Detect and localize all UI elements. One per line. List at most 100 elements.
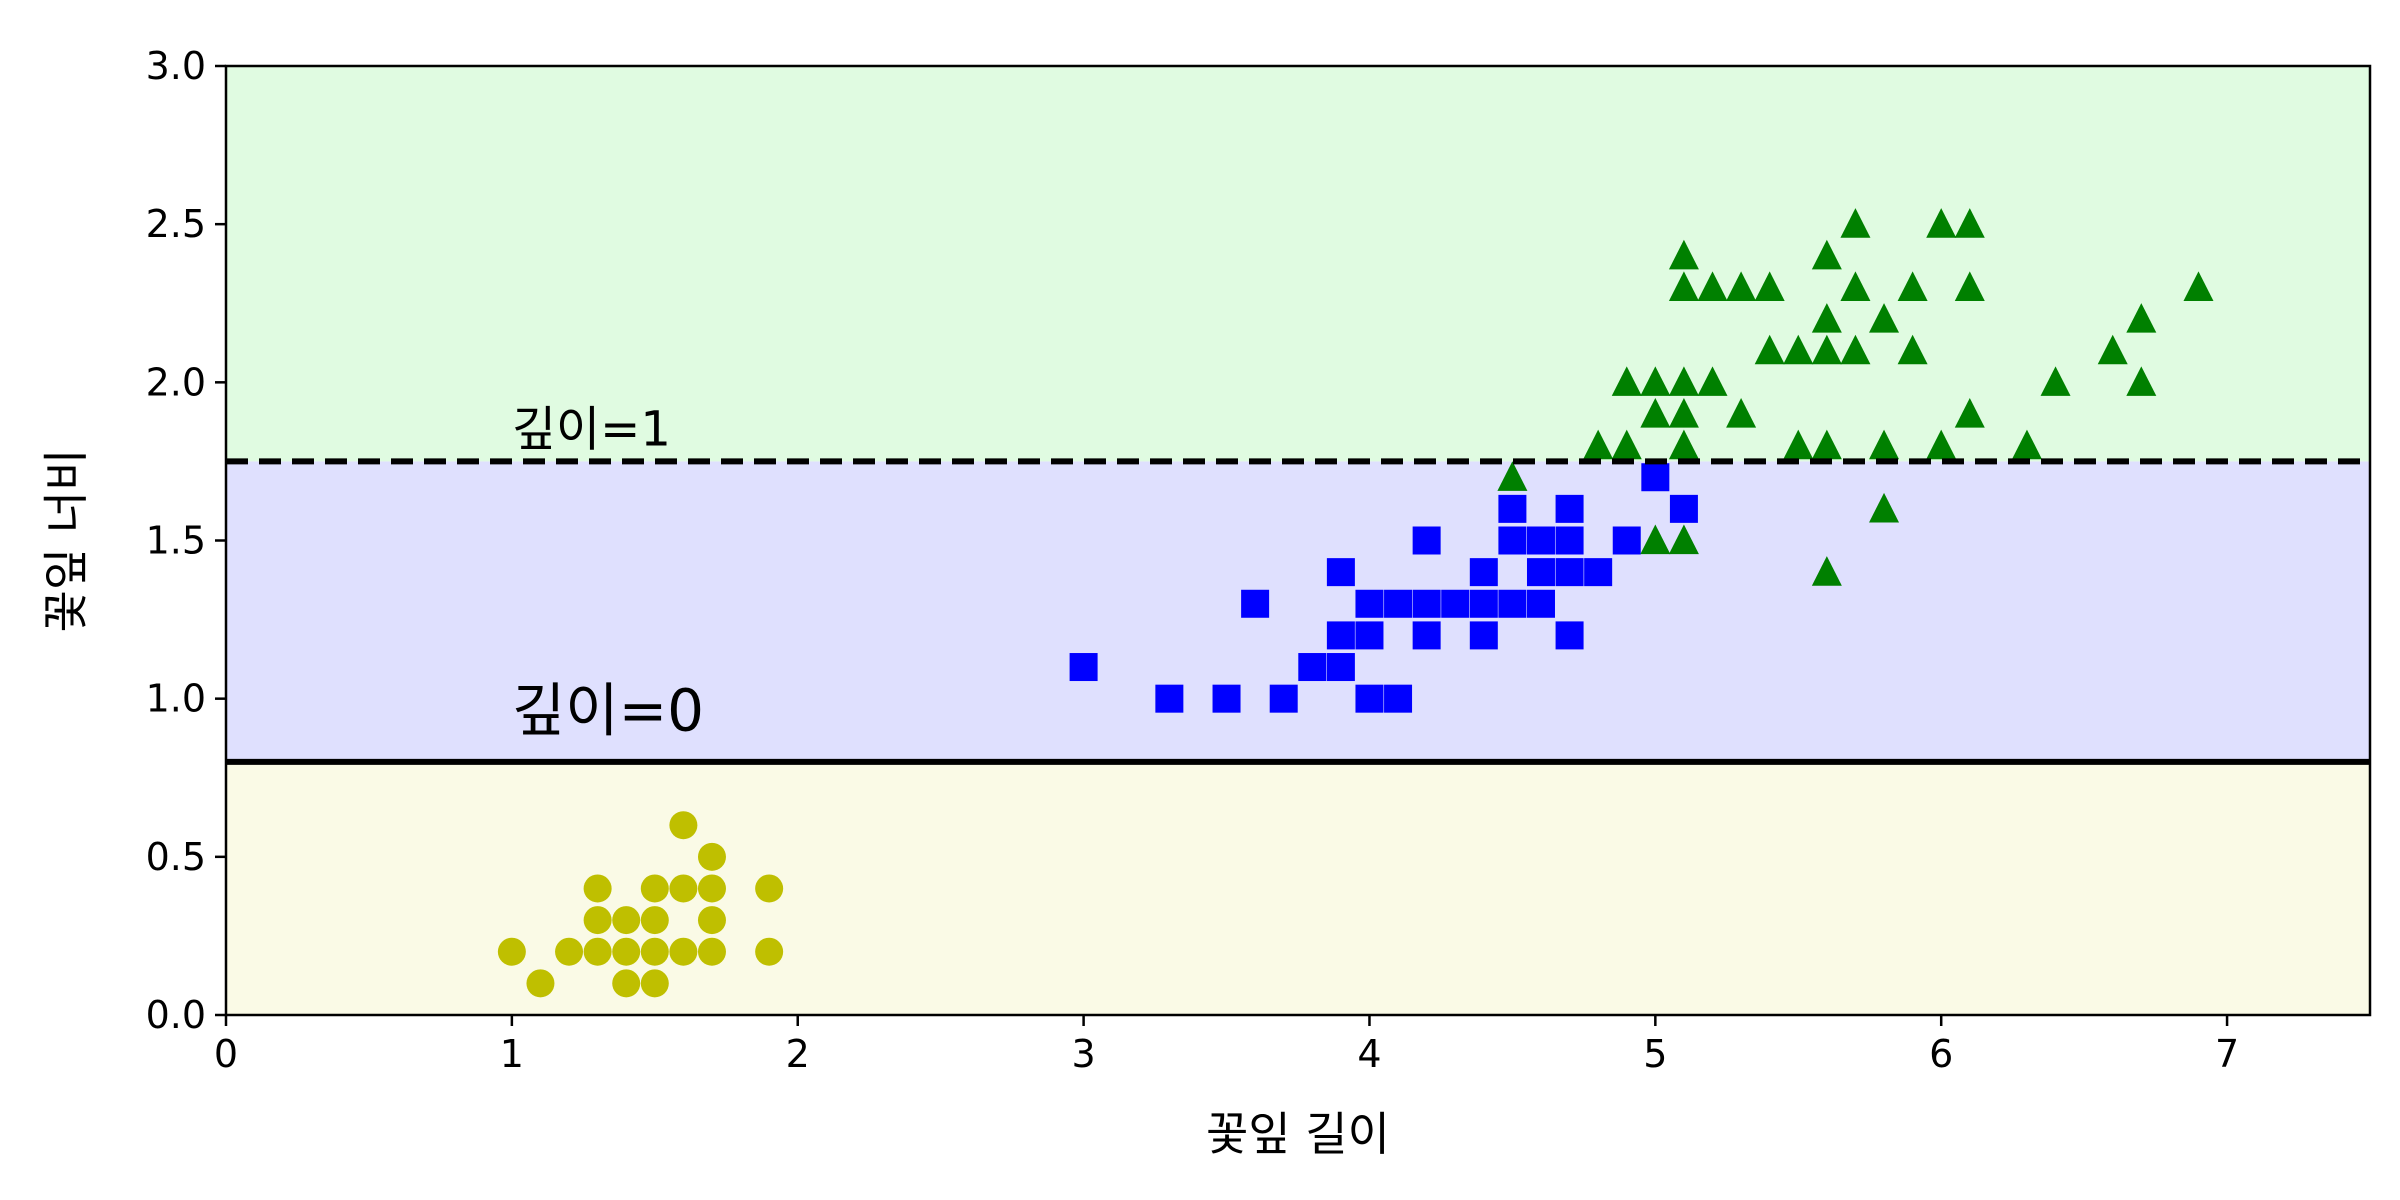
data-point-triangle-41 — [2097, 334, 2128, 365]
data-point-triangle-20 — [1783, 334, 1814, 365]
data-point-circle-2 — [555, 937, 584, 966]
data-point-triangle-17 — [1754, 334, 1785, 365]
data-point-circle-0 — [497, 937, 526, 966]
data-point-triangle-3 — [1611, 366, 1642, 396]
data-point-triangle-34 — [1926, 429, 1957, 460]
x-axis-ticks: 0 1 2 3 4 5 6 7 — [214, 1015, 2239, 1076]
data-point-circle-21 — [755, 937, 784, 966]
data-point-square-22 — [1498, 526, 1527, 555]
data-point-triangle-4 — [1640, 524, 1671, 555]
data-point-triangle-5 — [1640, 397, 1671, 428]
x-axis-title: 꽃잎 길이 — [1206, 1107, 1390, 1161]
data-point-triangle-42 — [2126, 366, 2157, 396]
data-point-triangle-24 — [1811, 303, 1842, 333]
data-point-circle-3 — [583, 874, 612, 903]
data-point-square-25 — [1526, 558, 1555, 587]
data-point-square-31 — [1584, 558, 1613, 587]
data-point-square-2 — [1212, 684, 1241, 713]
data-point-square-15 — [1412, 589, 1441, 618]
data-point-triangle-23 — [1811, 334, 1842, 365]
data-point-circle-4 — [583, 906, 612, 935]
data-point-triangle-10 — [1668, 366, 1699, 396]
data-point-triangle-15 — [1726, 397, 1757, 428]
decision-regions — [226, 66, 2370, 1015]
data-point-circle-13 — [669, 811, 698, 840]
data-point-triangle-1 — [1583, 429, 1614, 460]
data-point-circle-14 — [669, 874, 698, 903]
data-point-square-21 — [1498, 589, 1527, 618]
data-point-triangle-16 — [1726, 271, 1757, 302]
data-point-triangle-32 — [1897, 334, 1928, 365]
data-point-triangle-12 — [1668, 239, 1699, 270]
depth-annotation-0: 깊이=0 — [512, 676, 704, 744]
data-point-square-6 — [1326, 653, 1355, 682]
x-tick-label: 3 — [1072, 1032, 1096, 1076]
data-point-circle-12 — [640, 969, 669, 998]
data-point-square-10 — [1355, 621, 1384, 650]
data-point-square-0 — [1069, 653, 1098, 682]
data-point-square-9 — [1355, 684, 1384, 713]
data-point-square-4 — [1269, 684, 1298, 713]
data-point-square-18 — [1469, 621, 1498, 650]
decision-region-0 — [226, 761, 2370, 1015]
data-point-square-16 — [1412, 526, 1441, 555]
x-tick-label: 6 — [1929, 1032, 1953, 1076]
x-tick-label: 1 — [500, 1032, 524, 1076]
data-point-square-14 — [1412, 621, 1441, 650]
data-point-triangle-30 — [1869, 429, 1900, 460]
data-point-triangle-43 — [2126, 303, 2157, 333]
data-point-triangle-13 — [1697, 366, 1728, 396]
data-point-circle-5 — [583, 937, 612, 966]
data-point-square-1 — [1155, 684, 1184, 713]
data-point-triangle-2 — [1611, 429, 1642, 460]
data-point-triangle-37 — [1954, 271, 1985, 302]
data-point-square-29 — [1555, 526, 1584, 555]
data-point-circle-19 — [697, 937, 726, 966]
data-point-triangle-31 — [1869, 303, 1900, 333]
y-tick-label: 0.0 — [146, 993, 206, 1037]
data-point-circle-15 — [669, 937, 698, 966]
data-point-circle-18 — [697, 906, 726, 935]
y-axis-ticks: 0.0 0.5 1.0 1.5 2.0 2.5 3.0 — [146, 44, 226, 1037]
y-tick-label: 0.5 — [146, 835, 206, 879]
data-point-triangle-29 — [1869, 492, 1900, 523]
data-point-square-19 — [1469, 589, 1498, 618]
data-point-triangle-25 — [1811, 239, 1842, 270]
data-point-triangle-36 — [1954, 397, 1985, 428]
x-tick-label: 5 — [1643, 1032, 1667, 1076]
data-point-circle-1 — [526, 969, 555, 998]
y-tick-label: 2.0 — [146, 360, 206, 404]
decision-region-2 — [226, 66, 2370, 462]
data-point-square-3 — [1241, 589, 1270, 618]
data-point-triangle-7 — [1668, 524, 1699, 555]
data-point-triangle-35 — [1926, 208, 1957, 238]
data-point-triangle-14 — [1697, 271, 1728, 302]
x-tick-label: 0 — [214, 1032, 238, 1076]
data-point-square-5 — [1298, 653, 1327, 682]
y-tick-label: 2.5 — [146, 202, 206, 246]
data-point-circle-11 — [640, 937, 669, 966]
data-point-square-32 — [1612, 526, 1641, 555]
data-point-triangle-11 — [1668, 271, 1699, 302]
data-point-triangle-27 — [1840, 271, 1871, 302]
y-axis-title: 꽃잎 너비 — [39, 449, 93, 633]
y-tick-label: 3.0 — [146, 44, 206, 88]
data-point-square-7 — [1326, 621, 1355, 650]
threshold-lines — [226, 458, 2370, 765]
data-point-circle-17 — [697, 874, 726, 903]
decision-region-1 — [226, 461, 2370, 762]
depth-annotation-1: 깊이=1 — [512, 402, 671, 458]
data-point-triangle-19 — [1783, 429, 1814, 460]
data-point-square-20 — [1469, 558, 1498, 587]
y-tick-label: 1.0 — [146, 677, 206, 721]
data-point-circle-10 — [640, 906, 669, 935]
data-point-triangle-0 — [1497, 461, 1528, 491]
data-point-triangle-39 — [2011, 429, 2042, 460]
annotations: 깊이=0 깊이=1 — [512, 402, 704, 745]
x-tick-label: 7 — [2215, 1032, 2239, 1076]
data-point-triangle-33 — [1897, 271, 1928, 302]
data-point-square-34 — [1669, 494, 1698, 523]
data-point-square-17 — [1441, 589, 1470, 618]
